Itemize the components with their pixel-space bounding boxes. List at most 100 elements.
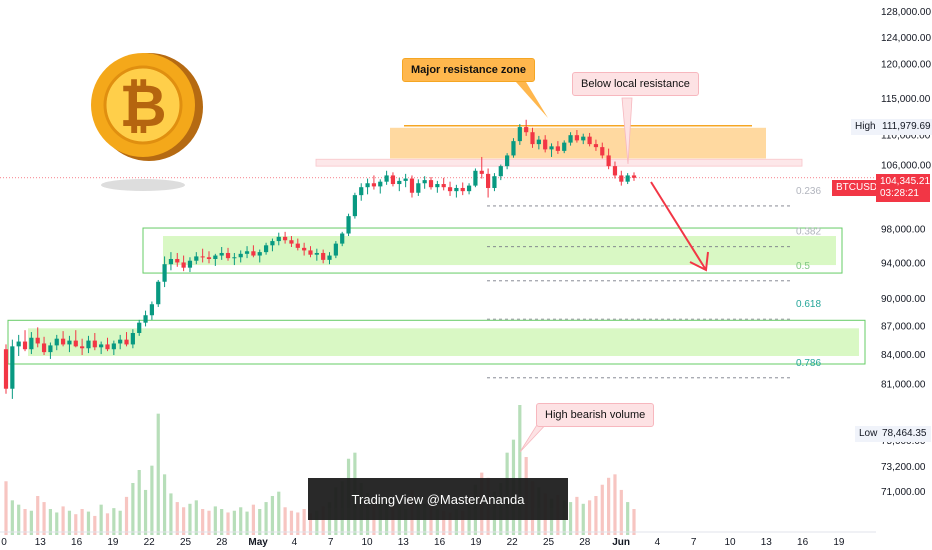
volume-bar <box>404 509 408 535</box>
projection-arrow-head <box>689 251 709 272</box>
support-zone <box>163 236 836 266</box>
candle-body <box>441 184 446 188</box>
candle-body <box>536 139 541 145</box>
volume-bar <box>435 509 439 535</box>
volume-bar <box>251 504 255 535</box>
volume-bar <box>518 405 522 535</box>
candle-body <box>612 166 618 176</box>
support-zone-outline <box>142 227 843 274</box>
candle-body <box>447 187 453 192</box>
candle-body <box>270 241 275 246</box>
volume-bar <box>131 483 135 535</box>
candle-body <box>143 315 148 323</box>
time-tick-label: 13 <box>761 537 773 548</box>
volume-bar <box>188 503 192 535</box>
candle-body <box>593 144 599 148</box>
price-tick-label: 90,000.00 <box>881 294 926 305</box>
volume-bar <box>150 465 154 535</box>
major-resistance-pointer <box>516 82 548 118</box>
candle-body <box>60 338 66 345</box>
volume-bar <box>213 506 217 535</box>
candle-body <box>606 155 611 167</box>
candle-body <box>105 344 110 350</box>
volume-bar <box>175 502 179 535</box>
time-tick-label: 19 <box>107 537 119 548</box>
candle-body <box>473 170 478 186</box>
volume-bar <box>587 500 592 535</box>
candle-body <box>22 341 28 350</box>
fib-level-label: 0.618 <box>796 299 821 310</box>
bearish-volume-callout: High bearish volume <box>536 403 655 427</box>
time-tick-label: 25 <box>543 537 555 548</box>
candle-body <box>92 340 97 348</box>
time-tick-label: 13 <box>35 537 47 548</box>
volume-bar <box>264 502 268 535</box>
candle-body <box>619 175 624 182</box>
candle-body <box>568 135 573 143</box>
volume-bar <box>23 509 27 535</box>
candle-body <box>41 343 47 353</box>
volume-bar <box>10 500 14 535</box>
local-resistance-pointer <box>621 97 633 165</box>
candle-body <box>213 255 218 259</box>
resistance-zone <box>390 127 766 159</box>
volume-bar <box>80 509 84 535</box>
candle-body <box>390 175 396 185</box>
volume-bar <box>632 509 636 535</box>
time-tick-label: 13 <box>398 537 410 548</box>
candle-body <box>466 185 472 192</box>
candle-body <box>73 340 78 347</box>
volume-bar <box>182 507 186 535</box>
volume-bar <box>239 507 243 535</box>
time-tick-label: 19 <box>470 537 482 548</box>
price-tick-label: 120,000.00 <box>881 60 931 71</box>
candle-body <box>219 252 224 256</box>
candle-body <box>505 155 510 167</box>
candle-body <box>35 337 40 344</box>
volume-bar <box>93 515 97 535</box>
candle-body <box>175 258 180 263</box>
price-tick-label: 106,000.00 <box>881 161 931 172</box>
coin-shadow <box>101 179 185 191</box>
volume-bar <box>137 470 141 535</box>
volume-bar <box>112 508 116 535</box>
volume-bar <box>42 502 46 535</box>
volume-bar <box>454 509 458 535</box>
volume-bar <box>245 511 249 535</box>
volume-bar <box>442 510 446 535</box>
candle-body <box>289 240 294 244</box>
volume-bar <box>302 509 306 535</box>
price-tick-label: 94,000.00 <box>881 258 926 269</box>
price-tick-label: 98,000.00 <box>881 225 926 236</box>
volume-bar <box>277 491 281 535</box>
volume-bar <box>201 509 205 535</box>
volume-bar <box>321 506 325 535</box>
volume-bar <box>607 477 611 535</box>
fib-level-label: 0.786 <box>796 358 821 369</box>
volume-bar <box>613 474 617 535</box>
candle-body <box>137 322 142 334</box>
candle-body <box>130 333 135 345</box>
volume-bar <box>296 512 300 535</box>
time-tick-label: 0 <box>1 537 7 548</box>
candle-body <box>295 243 300 248</box>
volume-bar <box>61 506 65 535</box>
time-tick-label: 28 <box>216 537 228 548</box>
volume-bar <box>156 413 160 535</box>
candle-body <box>29 337 34 350</box>
candle-body <box>333 243 338 256</box>
candle-body <box>428 180 434 188</box>
candle-body <box>543 139 548 150</box>
volume-bar <box>575 496 579 535</box>
low-marker-value: 78,464.35 <box>878 426 931 442</box>
candle-body <box>263 245 269 253</box>
candle-body <box>232 257 237 259</box>
volume-bar <box>600 484 604 535</box>
price-tick-label: 84,000.00 <box>881 350 926 361</box>
volume-bar <box>568 502 573 535</box>
volume-bar <box>226 512 230 535</box>
volume-bar <box>67 510 72 535</box>
candle-body <box>631 175 637 178</box>
time-tick-label: 22 <box>507 537 519 548</box>
